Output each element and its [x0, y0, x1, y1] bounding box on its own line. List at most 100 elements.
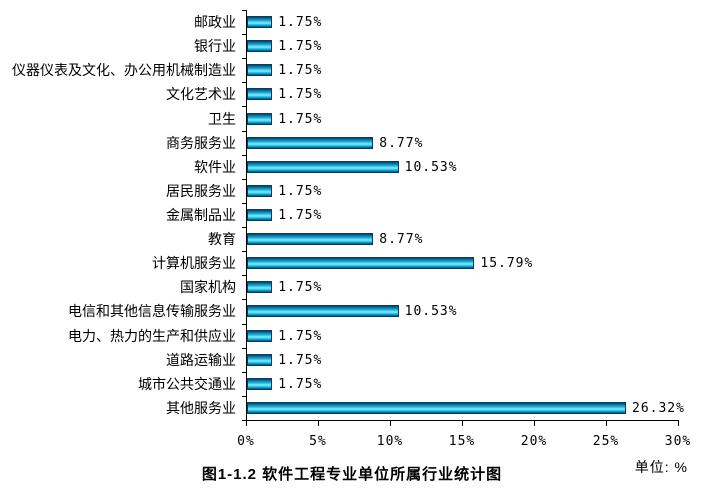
category-label: 其他服务业 — [166, 399, 236, 416]
y-axis-tick — [242, 82, 247, 84]
bar — [247, 64, 273, 77]
value-label: 1.75% — [278, 352, 323, 368]
bar — [247, 112, 273, 125]
x-axis-tick-label: 10% — [376, 434, 404, 449]
category-label: 软件业 — [194, 158, 236, 175]
bar — [247, 377, 273, 390]
y-axis-tick — [242, 130, 247, 132]
y-axis-tick — [242, 106, 247, 108]
category-label: 居民服务业 — [166, 182, 236, 199]
category-label: 计算机服务业 — [152, 255, 236, 272]
value-label: 1.75% — [278, 111, 323, 127]
value-label: 1.75% — [278, 183, 323, 199]
value-label: 10.53% — [404, 159, 458, 175]
bar — [247, 401, 626, 414]
y-axis-tick — [242, 154, 247, 156]
value-label: 1.75% — [278, 63, 323, 79]
x-axis-tick — [318, 421, 319, 426]
bar — [247, 353, 273, 366]
category-label: 商务服务业 — [166, 134, 236, 151]
x-axis-tick — [534, 421, 535, 426]
bar — [247, 257, 475, 270]
x-axis-tick-label: 0% — [237, 434, 255, 449]
x-axis-tick — [246, 421, 247, 426]
bar-row: 城市公共交通业 1.75% — [0, 372, 704, 396]
x-axis-tick-label: 15% — [448, 434, 476, 449]
x-axis-tick-label: 5% — [309, 434, 327, 449]
bar — [247, 305, 399, 318]
category-label: 金属制品业 — [166, 206, 236, 223]
bar-row: 居民服务业 1.75% — [0, 179, 704, 203]
y-axis-tick — [242, 299, 247, 301]
category-label: 邮政业 — [194, 14, 236, 31]
x-axis-tick — [606, 421, 607, 426]
bar-row: 邮政业 1.75% — [0, 10, 704, 34]
category-label: 电力、热力的生产和供应业 — [68, 327, 236, 344]
y-axis-tick — [242, 178, 247, 180]
bar — [247, 88, 273, 101]
value-label: 1.75% — [278, 207, 323, 223]
bar-row: 国家机构 1.75% — [0, 275, 704, 299]
category-label: 电信和其他信息传输服务业 — [68, 303, 236, 320]
value-label: 1.75% — [278, 15, 323, 31]
value-label: 1.75% — [278, 280, 323, 296]
x-axis-tick-label: 25% — [592, 434, 620, 449]
x-axis — [246, 420, 679, 421]
category-label: 城市公共交通业 — [138, 375, 236, 392]
value-label: 1.75% — [278, 328, 323, 344]
x-axis-tick-label: 20% — [520, 434, 548, 449]
bar — [247, 208, 273, 221]
x-axis-tick — [678, 421, 679, 426]
bar — [247, 16, 273, 29]
value-label: 1.75% — [278, 39, 323, 55]
bar-row: 仪器仪表及文化、办公用机械制造业 1.75% — [0, 58, 704, 82]
chart-title: 图1-1.2 软件工程专业单位所属行业统计图 — [201, 466, 503, 483]
value-label: 1.75% — [278, 376, 323, 392]
bar — [247, 40, 273, 53]
bar-row: 软件业 10.53% — [0, 155, 704, 179]
y-axis-tick — [242, 227, 247, 229]
y-axis-tick — [242, 34, 247, 36]
bar-row: 商务服务业 8.77% — [0, 131, 704, 155]
y-axis-tick — [242, 323, 247, 325]
y-axis-tick — [242, 395, 247, 397]
category-label: 道路运输业 — [166, 351, 236, 368]
y-axis-tick — [242, 371, 247, 373]
bar-row: 银行业 1.75% — [0, 34, 704, 58]
value-label: 26.32% — [632, 400, 685, 416]
y-axis-tick — [242, 251, 247, 253]
bar — [247, 160, 399, 173]
y-axis-tick — [242, 420, 247, 421]
bar — [247, 281, 273, 294]
category-label: 仪器仪表及文化、办公用机械制造业 — [12, 62, 236, 79]
bar-row: 电力、热力的生产和供应业 1.75% — [0, 324, 704, 348]
y-axis-tick — [242, 202, 247, 204]
bar-row: 其他服务业 26.32% — [0, 396, 704, 420]
bar-row: 道路运输业 1.75% — [0, 348, 704, 372]
bar — [247, 184, 273, 197]
category-label: 文化艺术业 — [166, 86, 236, 103]
unit-label: 单位: % — [634, 459, 688, 475]
bar — [247, 233, 374, 246]
category-label: 国家机构 — [180, 279, 236, 296]
x-axis-tick-label: 30% — [664, 434, 692, 449]
value-label: 10.53% — [404, 304, 458, 320]
bar — [247, 136, 374, 149]
bar — [247, 329, 273, 342]
y-axis — [246, 10, 247, 421]
category-label: 卫生 — [208, 110, 236, 127]
bar-row: 金属制品业 1.75% — [0, 203, 704, 227]
value-label: 8.77% — [379, 135, 424, 151]
category-label: 教育 — [208, 231, 236, 248]
y-axis-tick — [242, 58, 247, 60]
bar-row: 电信和其他信息传输服务业 10.53% — [0, 299, 704, 323]
y-axis-tick — [242, 275, 247, 277]
value-label: 15.79% — [480, 256, 534, 272]
bar-row: 教育 8.77% — [0, 227, 704, 251]
value-label: 8.77% — [379, 232, 424, 248]
y-axis-tick — [242, 347, 247, 349]
bar-row: 计算机服务业 15.79% — [0, 251, 704, 275]
x-axis-tick — [462, 421, 463, 426]
x-axis-tick — [390, 421, 391, 426]
